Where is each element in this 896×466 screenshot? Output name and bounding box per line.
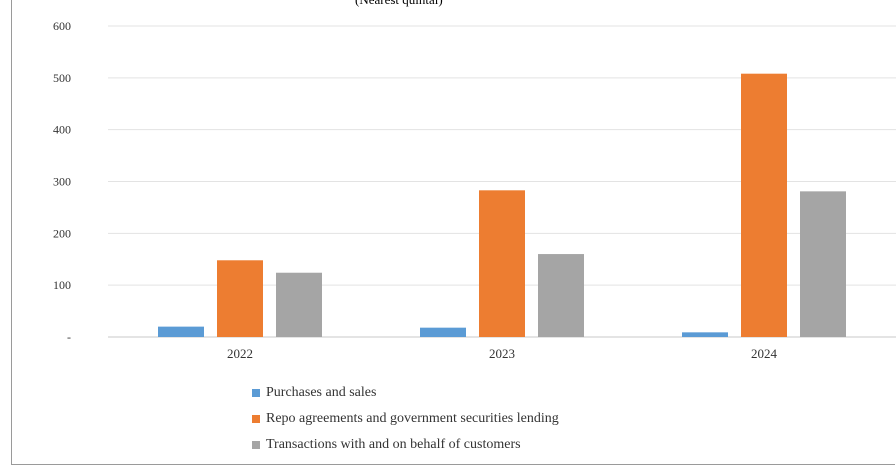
y-tick-label: 100 <box>53 278 71 292</box>
y-tick-label: 500 <box>53 71 71 85</box>
y-tick-label: - <box>67 330 71 344</box>
legend-swatch <box>252 389 260 397</box>
legend: Purchases and sales Repo agreements and … <box>252 380 559 458</box>
y-tick-label: 200 <box>53 226 71 240</box>
bar <box>217 260 263 337</box>
chart-frame <box>11 0 895 465</box>
x-tick-label: 2023 <box>489 346 515 361</box>
legend-label: Purchases and sales <box>266 385 377 400</box>
x-tick-label: 2022 <box>227 346 253 361</box>
bar <box>538 254 584 337</box>
y-tick-label: 600 <box>53 19 71 33</box>
legend-label: Transactions with and on behalf of custo… <box>266 437 521 452</box>
bar <box>682 332 728 337</box>
x-tick-label: 2024 <box>751 346 778 361</box>
bar <box>800 191 846 337</box>
chart-title: (Nearest quintal) <box>355 0 443 8</box>
legend-swatch <box>252 441 260 449</box>
y-tick-label: 400 <box>53 123 71 137</box>
legend-item: Repo agreements and government securitie… <box>252 406 559 432</box>
legend-swatch <box>252 415 260 423</box>
bar <box>158 326 204 337</box>
legend-item: Purchases and sales <box>252 380 559 406</box>
bar <box>741 73 787 337</box>
y-tick-label: 300 <box>53 175 71 189</box>
bar <box>276 272 322 337</box>
legend-label: Repo agreements and government securitie… <box>266 411 559 426</box>
bar <box>479 190 525 337</box>
legend-item: Transactions with and on behalf of custo… <box>252 432 559 458</box>
bar <box>420 327 466 337</box>
